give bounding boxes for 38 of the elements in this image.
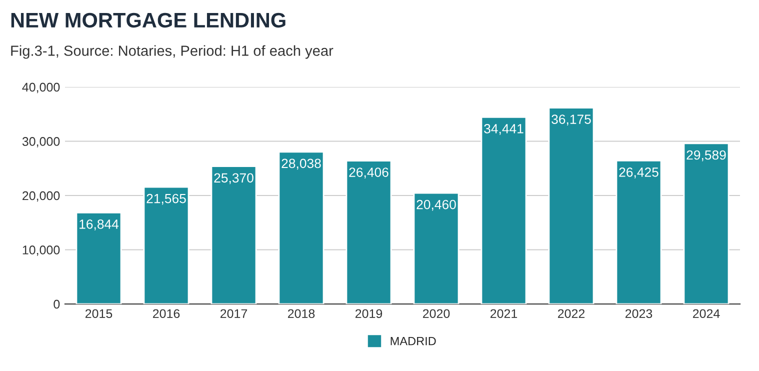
- chart-title: NEW MORTGAGE LENDING: [11, 12, 286, 28]
- y-tick-label: 20,000: [22, 191, 60, 202]
- x-tick-label: 2018: [288, 309, 315, 318]
- text: 28,038: [282, 158, 321, 170]
- x-tick-label: 2023: [625, 309, 652, 318]
- x-tick-label: 2020: [422, 309, 450, 318]
- bar: [683, 142, 730, 304]
- x-tick-label: 2024: [692, 309, 720, 318]
- y-tick-label: 40,000: [22, 82, 60, 94]
- text: 34,441: [484, 124, 524, 135]
- text: 25,370: [214, 173, 254, 184]
- bar: [210, 166, 257, 304]
- x-tick-label: 2019: [355, 309, 382, 318]
- text: 16,844: [80, 219, 119, 230]
- text: 29,589: [686, 150, 726, 162]
- text: 36,175: [552, 114, 591, 126]
- x-tick-label: 2015: [85, 309, 112, 318]
- text: 26,425: [619, 168, 658, 178]
- y-tick-label: 10,000: [22, 246, 60, 256]
- text: 21,565: [146, 194, 186, 205]
- x-tick-label: 2022: [558, 309, 585, 318]
- y-tick-label: 30,000: [22, 137, 60, 148]
- bar: [143, 186, 190, 304]
- x-tick-label: 2017: [220, 309, 248, 318]
- bar: [76, 212, 122, 304]
- bar: [548, 107, 594, 304]
- legend-label: MADRID: [390, 337, 436, 346]
- x-tick-label: 2016: [152, 309, 180, 318]
- bar: [278, 151, 324, 304]
- bar: [346, 160, 392, 304]
- text: 26,406: [349, 168, 388, 179]
- y-tick-label: 0: [54, 300, 60, 309]
- bar: [616, 160, 662, 304]
- text: 20,460: [416, 200, 456, 211]
- x-tick-label: 2021: [490, 309, 518, 318]
- bar: [480, 116, 527, 304]
- bar: [413, 192, 460, 304]
- chart-subtitle: Fig.3-1, Source: Notaries, Period: H1 of each year: [11, 45, 334, 59]
